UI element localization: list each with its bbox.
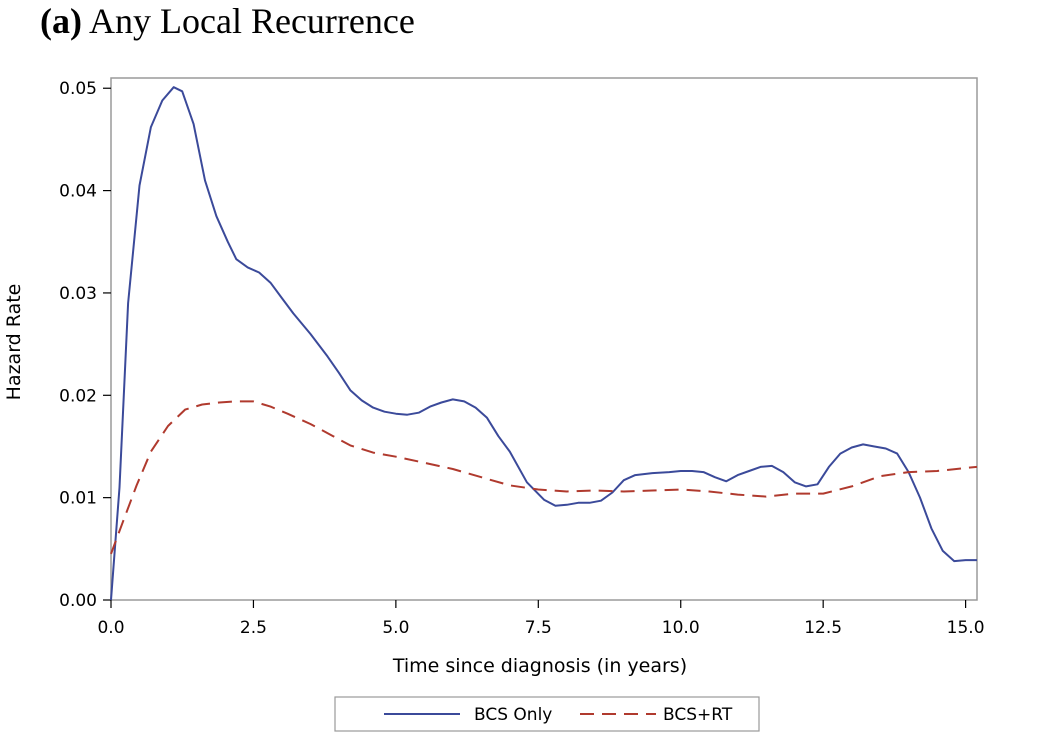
y-tick-label: 0.02 (59, 386, 97, 406)
y-tick-label: 0.01 (59, 489, 97, 509)
y-axis-title: Hazard Rate (3, 284, 25, 401)
y-axis: 0.00 0.01 0.02 0.03 0.04 0.05 (59, 79, 111, 611)
x-tick-label: 7.5 (525, 618, 552, 638)
x-tick-label: 5.0 (382, 618, 409, 638)
x-axis-title: Time since diagnosis (in years) (392, 655, 687, 677)
legend-label-2: BCS+RT (663, 705, 733, 725)
x-tick-label: 2.5 (240, 618, 267, 638)
x-axis: 0.0 2.5 5.0 7.5 10.0 12.5 15.0 (97, 600, 985, 638)
y-tick-label: 0.00 (59, 591, 97, 611)
panel-title: (a) Any Local Recurrence (40, 0, 415, 42)
y-tick-label: 0.04 (59, 182, 97, 202)
legend-box (334, 696, 760, 732)
legend-label-1: BCS Only (474, 705, 552, 725)
y-tick-label: 0.03 (59, 284, 97, 304)
x-tick-label: 15.0 (947, 618, 985, 638)
x-tick-label: 10.0 (662, 618, 700, 638)
panel-letter: (a) (40, 1, 82, 41)
series-line-2 (110, 400, 978, 555)
x-tick-label: 12.5 (804, 618, 842, 638)
series-layer (110, 86, 978, 601)
series-line-1 (110, 86, 977, 601)
x-tick-label: 0.0 (97, 618, 124, 638)
y-tick-label: 0.05 (59, 79, 97, 99)
plot-area-frame (110, 77, 978, 601)
legend: BCS Only BCS+RT (334, 696, 760, 732)
panel-title-text: Any Local Recurrence (89, 1, 415, 41)
